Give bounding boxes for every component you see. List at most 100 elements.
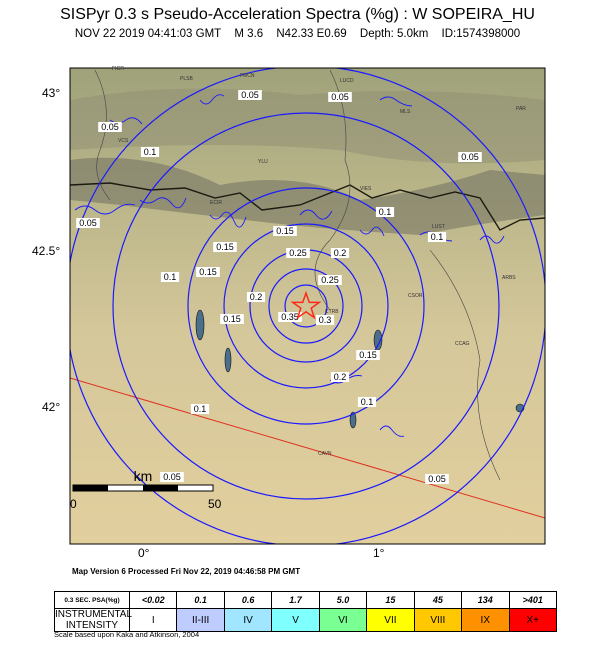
contour-label: 0.15 — [199, 267, 217, 277]
reservoir — [224, 347, 232, 373]
station-label: ECIR — [210, 200, 222, 206]
scale-note: Scale based upon Kaka and Atkinson, 2004 — [54, 630, 200, 639]
contour-label-bg — [328, 92, 352, 102]
station-label: FIGR — [112, 66, 124, 72]
epicenter-star-icon — [290, 290, 322, 320]
map-title: SISPyr 0.3 s Pseudo-Acceleration Spectra… — [60, 6, 535, 23]
contour-label: 0.15 — [216, 242, 234, 252]
event-date: NOV 22 2019 04:41:03 GMT — [74, 28, 222, 40]
map-version: Map Version 6 Processed Fri Nov 22, 2019… — [72, 567, 301, 576]
psa-value: 1.7 — [271, 591, 320, 609]
contour-label-bg — [427, 232, 447, 242]
psa-value: <0.02 — [128, 591, 178, 609]
contour-label: 0.15 — [276, 226, 294, 236]
contour-label-bg — [238, 90, 262, 100]
contour-label-bg — [356, 350, 380, 360]
reservoir — [349, 411, 357, 429]
contour-label: 0.1 — [361, 397, 374, 407]
psa-value: 5.0 — [318, 591, 368, 609]
intensity-header: INSTRUMENTAL INTENSITY — [54, 608, 133, 632]
contour-label-bg — [278, 312, 302, 322]
contour-label-bg — [76, 218, 100, 228]
station-label: PAR — [516, 106, 526, 112]
contour-label: 0.25 — [321, 275, 339, 285]
intensity-cell: VIII — [413, 608, 463, 632]
contour-label-bg — [160, 472, 184, 482]
lat-label-42-5: 42.5° — [32, 244, 61, 258]
station-label: CAVN — [318, 451, 332, 457]
contour-label: 0.1 — [194, 404, 207, 414]
intensity-cell: VI — [318, 608, 368, 632]
intensity-cell: II-III — [176, 608, 225, 632]
contour-label-bg — [246, 292, 266, 302]
psa-contours — [70, 68, 545, 544]
contour-label: 0.35 — [281, 312, 299, 322]
scale-start: 0 — [70, 497, 77, 511]
intensity-cell: V — [271, 608, 320, 632]
contour-label-bg — [318, 275, 342, 285]
scale-bar: km 0 50 — [70, 468, 222, 511]
contour-label: 0.05 — [428, 474, 446, 484]
contour-label: 0.05 — [241, 90, 259, 100]
reservoir — [195, 309, 205, 341]
intensity-cell: IV — [223, 608, 273, 632]
event-location: N42.33 E0.69 — [276, 28, 347, 40]
contour-label-bg — [286, 248, 310, 258]
contour-label-bg — [196, 267, 220, 277]
station-label: CCAG — [455, 341, 470, 347]
contour-label-bg — [160, 272, 180, 282]
contour-label-bg — [425, 474, 449, 484]
contour-label: 0.25 — [289, 248, 307, 258]
contour-label-bg — [190, 404, 210, 414]
contour-label: 0.1 — [379, 207, 392, 217]
scale-end: 50 — [208, 497, 222, 511]
pyrenees-ridge — [70, 157, 545, 235]
pyrenees-highlands — [70, 88, 545, 164]
psa-value: 15 — [366, 591, 415, 609]
contour-label-bg — [330, 248, 350, 258]
intensity-legend: 0.3 SEC. PSA(%g) <0.02 0.1 0.6 1.7 5.0 1… — [54, 591, 557, 632]
intensity-cell: IX — [461, 608, 510, 632]
lon-label-0: 0° — [138, 546, 150, 560]
station-label: YLU — [258, 159, 268, 165]
contour-label-bg — [220, 314, 244, 324]
contour-label-bg — [315, 315, 335, 325]
event-id: ID:1574398000 — [441, 28, 521, 40]
contour-label-bg — [375, 207, 395, 217]
psa-value: 0.6 — [223, 591, 273, 609]
contour-label: 0.1 — [164, 272, 177, 282]
contour-label: 0.05 — [461, 152, 479, 162]
contour-label: 0.05 — [331, 92, 349, 102]
station-label: CSOR — [408, 293, 423, 299]
contour-label: 0.15 — [223, 314, 241, 324]
psa-value: 45 — [413, 591, 463, 609]
station-label: PLSB — [180, 76, 193, 82]
station-label: VCS — [118, 138, 129, 144]
station-label: LUST — [432, 224, 445, 230]
intensity-cell: X+ — [508, 608, 557, 632]
event-magnitude: M 3.6 — [234, 28, 264, 40]
event-info: NOV 22 2019 04:41:03 GMT M 3.6 N42.33 E0… — [0, 28, 595, 40]
contour-label: 0.2 — [250, 292, 263, 302]
lat-label-42: 42° — [42, 400, 61, 414]
intensity-cell: VII — [366, 608, 415, 632]
contour-label: 0.05 — [101, 122, 119, 132]
psa-header: 0.3 SEC. PSA(%g) — [54, 591, 130, 609]
contour-label: 0.15 — [359, 350, 377, 360]
intensity-cell: I — [128, 608, 178, 632]
contour-label-bg — [330, 372, 350, 382]
contour-label-bg — [273, 226, 297, 236]
station-label: VIES — [360, 186, 372, 192]
contour-label: 0.05 — [163, 472, 181, 482]
contour-label-bg — [357, 397, 377, 407]
contour-label-bg — [140, 147, 160, 157]
lon-label-1: 1° — [373, 546, 385, 560]
contour-label-bg — [458, 152, 482, 162]
map-frame — [69, 67, 546, 545]
lat-label-43: 43° — [42, 86, 61, 100]
station-label: FMCN — [240, 73, 255, 79]
contour-label: 0.2 — [334, 248, 347, 258]
contour-label: 0.05 — [79, 218, 97, 228]
psa-value: 134 — [461, 591, 510, 609]
highway — [70, 377, 545, 519]
